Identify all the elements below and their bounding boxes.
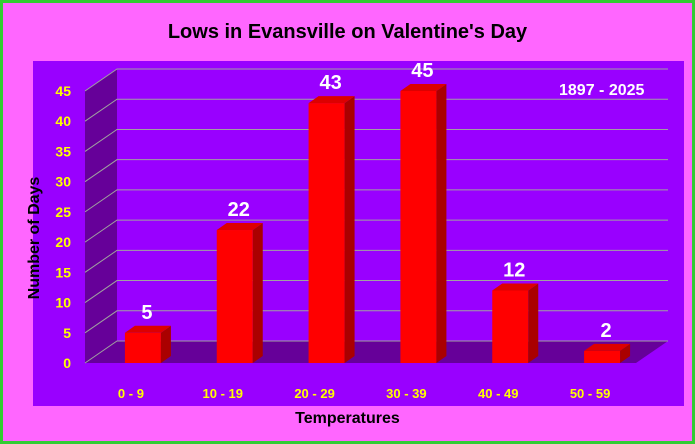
gridline [84, 310, 668, 334]
side-wall [85, 69, 117, 363]
x-tick-label: 20 - 29 [294, 386, 334, 401]
y-tick-label: 15 [55, 264, 71, 280]
bar-side [436, 84, 447, 363]
bar-top [124, 325, 171, 333]
bar-side [344, 96, 355, 363]
y-tick-label: 0 [63, 355, 71, 371]
bar [124, 332, 161, 363]
y-tick-label: 40 [55, 113, 71, 129]
y-tick-label: 35 [55, 143, 71, 159]
gridline [84, 340, 668, 364]
bar-side [160, 325, 171, 363]
bar [308, 103, 345, 363]
data-label: 45 [411, 60, 433, 82]
gridline [84, 68, 668, 92]
x-tick-label: 50 - 59 [570, 386, 610, 401]
gridline [84, 280, 668, 303]
floor [85, 341, 668, 363]
gridline [84, 249, 668, 273]
x-tick-label: 40 - 49 [478, 386, 518, 401]
bar-side [252, 223, 263, 363]
x-tick-label: 30 - 39 [386, 386, 426, 401]
bar-top [584, 343, 631, 351]
bar-top [308, 96, 355, 104]
bar [216, 230, 253, 363]
bar-top [216, 223, 263, 231]
bar-side [620, 343, 631, 363]
y-tick-label: 25 [55, 204, 71, 220]
bar-top [400, 84, 447, 91]
y-tick-label: 5 [63, 325, 71, 341]
bar [492, 290, 529, 363]
bar-top [492, 283, 539, 291]
bar [584, 350, 621, 363]
gridline [84, 128, 668, 152]
bar [400, 91, 437, 363]
year-range-annotation: 1897 - 2025 [559, 82, 645, 99]
y-tick-label: 45 [55, 83, 71, 99]
data-label: 43 [319, 72, 341, 94]
gridline [84, 159, 668, 183]
y-tick-label: 30 [55, 174, 71, 190]
x-axis-label: Temperatures [295, 410, 400, 427]
data-label: 2 [601, 320, 612, 342]
data-label: 5 [141, 302, 152, 324]
data-label: 22 [228, 199, 250, 221]
bar-side [528, 283, 539, 363]
y-tick-label: 20 [55, 234, 71, 250]
x-tick-label: 10 - 19 [203, 386, 243, 401]
data-label: 12 [503, 259, 525, 281]
gridline [84, 98, 668, 122]
y-tick-label: 10 [55, 295, 71, 311]
x-tick-label: 0 - 9 [118, 386, 144, 401]
gridline [84, 219, 668, 243]
chart-title: Lows in Evansville on Valentine's Day [167, 21, 528, 43]
gridline [84, 189, 668, 213]
